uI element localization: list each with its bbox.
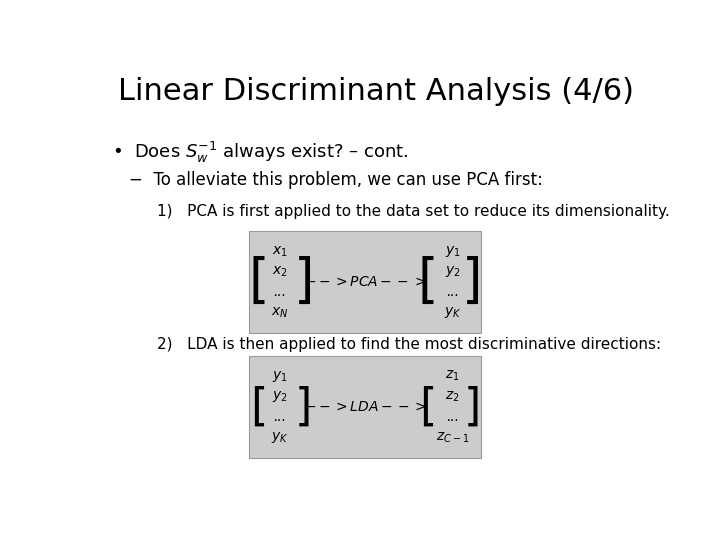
Text: −  To alleviate this problem, we can use PCA first:: − To alleviate this problem, we can use …: [129, 171, 543, 189]
Text: ]: ]: [294, 256, 314, 308]
Text: $x_N$: $x_N$: [271, 306, 289, 320]
Text: ...: ...: [446, 410, 459, 424]
Text: $x_2$: $x_2$: [272, 265, 287, 279]
Text: ...: ...: [446, 285, 459, 299]
Text: ...: ...: [273, 285, 287, 299]
Text: ]: ]: [295, 386, 312, 428]
Text: $x_1$: $x_1$: [272, 244, 287, 259]
Text: [: [: [419, 386, 436, 428]
Text: $y_1$: $y_1$: [272, 369, 287, 384]
Text: $y_1$: $y_1$: [445, 244, 461, 259]
Text: 2)   LDA is then applied to find the most discriminative directions:: 2) LDA is then applied to find the most …: [157, 337, 661, 352]
Text: [: [: [251, 386, 268, 428]
Text: $z_2$: $z_2$: [446, 389, 460, 404]
Text: $z_{C-1}$: $z_{C-1}$: [436, 430, 469, 444]
Text: •  Does $S_w^{-1}$ always exist? – cont.: • Does $S_w^{-1}$ always exist? – cont.: [112, 140, 409, 165]
Text: $\mathit{-- > PCA -- >}$: $\mathit{-- > PCA -- >}$: [304, 275, 426, 289]
Text: ]: ]: [462, 256, 482, 308]
Text: $z_1$: $z_1$: [446, 369, 460, 383]
Text: [: [: [249, 256, 269, 308]
Text: $y_2$: $y_2$: [272, 389, 287, 404]
Text: Linear Discriminant Analysis (4/6): Linear Discriminant Analysis (4/6): [118, 77, 634, 106]
FancyBboxPatch shape: [249, 356, 481, 458]
Text: ]: ]: [464, 386, 481, 428]
Text: $y_2$: $y_2$: [445, 265, 461, 279]
Text: $y_K$: $y_K$: [444, 305, 462, 320]
Text: $\mathit{-- > LDA -- >}$: $\mathit{-- > LDA -- >}$: [304, 400, 426, 414]
Text: ...: ...: [273, 410, 287, 424]
Text: 1)   PCA is first applied to the data set to reduce its dimensionality.: 1) PCA is first applied to the data set …: [157, 204, 670, 219]
FancyBboxPatch shape: [249, 231, 481, 333]
Text: $y_K$: $y_K$: [271, 430, 289, 445]
Text: [: [: [418, 256, 438, 308]
